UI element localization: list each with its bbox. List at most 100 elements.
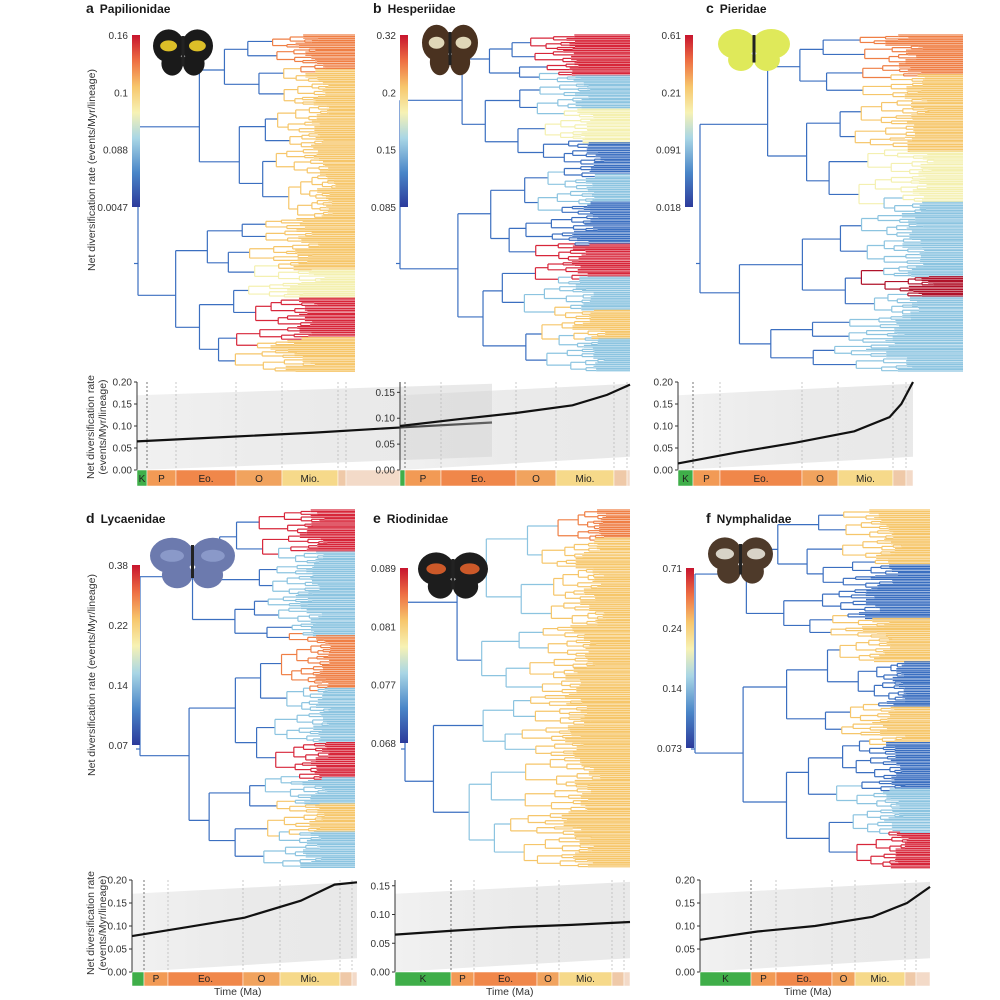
y-tick-label: 0.15 [108,899,128,910]
colorbar-tick-label: 0.0047 [97,203,128,214]
skipper-butterfly-icon [422,24,478,76]
y-tick-label: 0.00 [376,466,396,477]
y-tick-label: 0.15 [676,899,696,910]
mean-rate-line [131,881,358,938]
y-tick-label: 0.05 [113,444,133,455]
y-tick-label: 0.10 [108,922,128,933]
y-tick-label: 0.15 [376,388,396,399]
colorbar-tick-label: 0.38 [109,561,129,572]
colorbar-tick-label: 0.1 [114,88,128,99]
colorbar-tick-label: 0.068 [371,739,396,750]
phylogeny-tree [136,509,355,868]
epoch-segment [905,469,914,487]
y-tick-label: 0.05 [371,939,391,950]
panel-f-label: f Nymphalidae [706,510,791,526]
y-tick-label: 0.10 [676,922,696,933]
epoch-label: P [760,974,767,985]
panel-letter: e [373,510,381,526]
epoch-label: O [840,974,848,985]
y-tick-label: 0.05 [654,444,674,455]
y-tick-label: 0.05 [108,945,128,956]
rate-through-time-plot: 0.20 0.15 0.10 0.05 0.00 K P Eo. O Mio. [676,876,931,987]
colorbar [132,35,140,207]
panel-family-title: Pieridae [719,2,767,16]
epoch-segment [339,971,353,987]
phylogeny-tree [396,34,630,372]
colorbar-tick-label: 0.081 [371,622,396,633]
y-tick-label: 0.20 [108,876,128,887]
panel-d: d Lycaenidae Net diversification rate (ev… [0,500,333,1000]
panel-f: f Nymphalidae Time (Ma) [666,500,1000,1000]
y-tick-label: 0.20 [113,378,133,389]
panel-b-label: b Hesperiidae [373,0,456,16]
y-tick-label: 0.10 [113,422,133,433]
panel-a-label: a Papilionidae [86,0,170,16]
y-tick-label: 0.05 [376,440,396,451]
y-tick-label: 0.00 [654,466,674,477]
y-tick-label: 0.00 [676,968,696,979]
colorbar-tick-label: 0.091 [656,146,681,157]
x-axis-label: Time (Ma) [214,986,262,998]
epoch-segment [613,469,628,487]
colorbar-tick-label: 0.018 [656,203,681,214]
epoch-segment [351,971,358,987]
colorbar-tick-label: 0.71 [663,564,683,575]
epoch-label: K [420,974,427,985]
colorbar-tick-label: 0.2 [382,88,396,99]
colorbar [400,568,408,743]
epoch-label: Mio. [871,974,890,985]
panel-family-title: Riodinidae [386,512,449,526]
epoch-label: Eo. [471,474,486,485]
epoch-segment [915,971,931,987]
epoch-label: P [459,974,466,985]
epoch-label: Mio. [576,474,595,485]
epoch-label: Eo. [753,474,768,485]
mean-rate-line [399,383,631,428]
brimstone-butterfly-icon [718,29,791,71]
colorbar-tick-label: 0.21 [662,88,682,99]
epoch-label: K [722,974,729,985]
panel-c: c Pieridae [666,0,1000,500]
epoch-label: P [153,974,160,985]
posterior-density-cloud [678,383,913,470]
colorbar-tick-label: 0.088 [103,146,128,157]
phylogeny-tree [696,34,963,372]
y-tick-label: 0.20 [654,378,674,389]
colorbar-tick-label: 0.16 [109,31,129,42]
swallowtail-butterfly-icon [153,29,213,76]
panel-letter: d [86,510,95,526]
epoch-label: P [158,474,165,485]
y-tick-label: 0.00 [108,968,128,979]
x-axis-label: Time (Ma) [784,986,832,998]
panel-family-title: Lycaenidae [100,512,166,526]
mean-rate-line [677,381,914,465]
phylogeny-tree [691,509,930,869]
metalmark-butterfly-icon [418,552,488,599]
y-tick-label: 0.10 [371,910,391,921]
panel-b: b Hesperiidae [333,0,666,500]
blue-butterfly-icon [150,537,235,589]
panel-family-title: Hesperiidae [387,2,456,16]
epoch-label: O [255,474,263,485]
rate-through-time-plot: 0.20 0.15 0.10 0.05 0.00 P Eo. O Mio. [108,876,358,987]
y-tick-label: 0.00 [113,466,133,477]
colorbar-tick-label: 0.14 [109,681,129,692]
colorbar [132,565,140,745]
epoch-segment [399,469,406,487]
epoch-segment [337,469,347,487]
epoch-label: Mio. [576,974,595,985]
epoch-segment [904,971,917,987]
epoch-label: Mio. [301,974,320,985]
panel-letter: b [373,0,382,16]
epoch-label: Mio. [301,474,320,485]
colorbar-tick-label: 0.24 [663,624,683,635]
y-tick-label: 0.10 [376,414,396,425]
epoch-segment [892,469,907,487]
posterior-density-cloud [400,383,630,470]
panel-letter: f [706,510,711,526]
brushfoot-butterfly-icon [708,537,773,584]
rate-through-time-plot: 0.15 0.10 0.05 0.00 K P Eo. O Mio. [371,880,631,987]
epoch-segment [626,469,631,487]
epoch-label: K [139,474,146,485]
